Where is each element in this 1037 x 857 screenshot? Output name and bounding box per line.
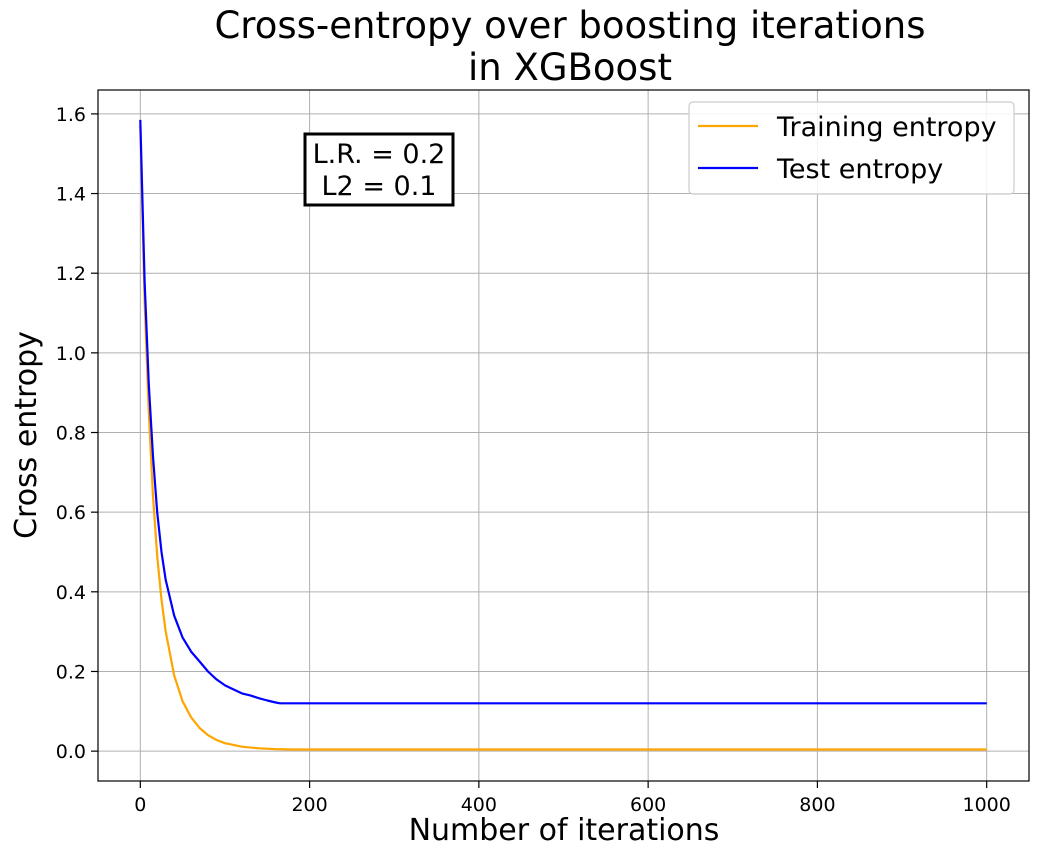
y-tick-label: 0.4 bbox=[56, 582, 86, 604]
x-axis-label: Number of iterations bbox=[409, 813, 720, 848]
x-tick-label: 200 bbox=[291, 794, 327, 816]
x-tick-label: 0 bbox=[134, 794, 146, 816]
y-tick-label: 1.2 bbox=[56, 263, 86, 285]
chart-title: Cross-entropy over boosting iterations i… bbox=[214, 4, 925, 89]
chart-title-line-2: in XGBoost bbox=[468, 46, 672, 89]
x-tick-label: 800 bbox=[799, 794, 835, 816]
y-tick-label: 1.4 bbox=[56, 184, 86, 206]
chart-title-line-1: Cross-entropy over boosting iterations bbox=[214, 4, 925, 47]
legend-frame bbox=[688, 101, 1015, 195]
plot-frame bbox=[97, 89, 1030, 782]
x-axis-ticks: 0 200 400 600 800 1000 bbox=[134, 781, 1011, 816]
y-tick-label: 0.8 bbox=[56, 423, 86, 445]
annotation-box: L.R. = 0.2 L2 = 0.1 bbox=[303, 132, 455, 207]
x-tick-label: 1000 bbox=[963, 794, 1011, 816]
y-tick-label: 1.6 bbox=[56, 104, 86, 126]
legend: Training entropy Test entropy bbox=[688, 101, 1015, 195]
y-axis-label: Cross entropy bbox=[9, 331, 44, 539]
annotation-frame bbox=[303, 132, 455, 207]
y-tick-label: 1.0 bbox=[56, 343, 86, 365]
series-line-test-entropy bbox=[139, 119, 987, 705]
y-tick-label: 0.2 bbox=[56, 661, 86, 683]
series-lines bbox=[139, 119, 987, 751]
legend-label-test-entropy: Test entropy bbox=[776, 154, 943, 185]
annotation-line-1: L.R. = 0.2 bbox=[313, 139, 446, 170]
y-tick-label: 0.6 bbox=[56, 502, 86, 524]
legend-label-training-entropy: Training entropy bbox=[776, 112, 997, 143]
y-axis-ticks: 0.0 0.2 0.4 0.6 0.8 1.0 1.2 1.4 1.6 bbox=[56, 104, 98, 763]
annotation-line-2: L2 = 0.1 bbox=[322, 171, 437, 202]
series-line-training-entropy bbox=[139, 125, 987, 751]
y-tick-label: 0.0 bbox=[56, 741, 86, 763]
x-tick-label: 600 bbox=[630, 794, 666, 816]
x-tick-label: 400 bbox=[461, 794, 497, 816]
